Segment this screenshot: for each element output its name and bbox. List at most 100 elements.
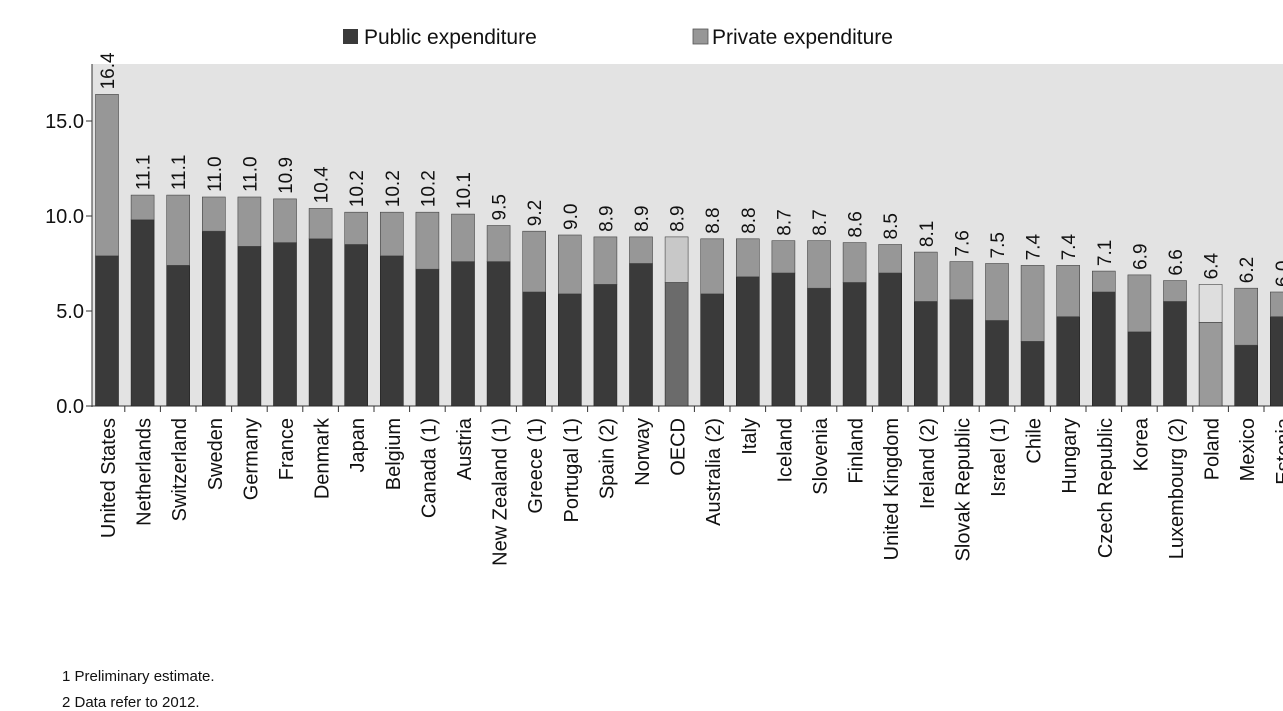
bar-private <box>1270 292 1283 317</box>
bar-private <box>167 195 190 265</box>
data-label: 10.1 <box>454 172 475 209</box>
bar-private <box>523 231 546 292</box>
data-label: 7.6 <box>952 230 973 256</box>
data-label: 7.1 <box>1095 240 1116 266</box>
bar-private <box>594 237 617 285</box>
bar-private <box>843 243 866 283</box>
legend-label-public: Public expenditure <box>364 26 537 49</box>
bar-private <box>736 239 759 277</box>
data-label: 10.2 <box>347 170 368 207</box>
x-tick-label: OECD <box>668 418 690 476</box>
bar-public <box>1199 322 1222 406</box>
x-tick-label: Belgium <box>383 418 405 490</box>
data-label: 7.4 <box>1024 234 1045 261</box>
data-label: 8.6 <box>846 211 867 237</box>
bar-public <box>772 273 795 406</box>
bar-private <box>772 241 795 273</box>
data-label: 8.9 <box>632 205 653 231</box>
bar-private <box>416 212 439 269</box>
bar-public <box>630 264 653 407</box>
bar-private <box>309 208 332 238</box>
bar-private <box>1235 288 1258 345</box>
legend-swatch-public <box>343 29 358 44</box>
x-tick-label: Austria <box>454 417 476 480</box>
data-label: 9.0 <box>561 204 582 230</box>
data-label: 6.0 <box>1273 261 1283 287</box>
bar-private <box>131 195 154 220</box>
legend-label-private: Private expenditure <box>712 26 893 49</box>
data-label: 8.9 <box>668 205 689 231</box>
data-label: 10.4 <box>312 166 333 203</box>
bar-public <box>131 220 154 406</box>
x-tick-label: Mexico <box>1237 418 1259 481</box>
data-label: 6.4 <box>1202 253 1223 280</box>
bar-private <box>950 262 973 300</box>
x-tick-label: Slovak Republic <box>952 418 974 561</box>
x-tick-label: Slovenia <box>810 417 832 495</box>
data-label: 8.8 <box>739 207 760 233</box>
x-tick-label: Australia (2) <box>703 418 725 526</box>
x-tick-label: Germany <box>240 418 262 500</box>
bar-public <box>986 321 1009 407</box>
bar-private <box>808 241 831 289</box>
bar-public <box>238 246 261 406</box>
bar-private <box>558 235 581 294</box>
x-tick-label: Finland <box>846 418 868 484</box>
data-label: 10.2 <box>418 170 439 207</box>
x-tick-label: France <box>276 418 298 480</box>
bar-public <box>843 283 866 407</box>
x-tick-label: Switzerland <box>169 418 191 521</box>
bar-public <box>202 231 225 406</box>
y-tick-label: 5.0 <box>56 301 84 323</box>
data-label: 7.5 <box>988 232 1009 258</box>
bar-public <box>274 243 297 406</box>
data-label: 11.1 <box>134 155 155 191</box>
bar-public <box>345 245 368 407</box>
data-label: 10.9 <box>276 157 297 194</box>
bar-private <box>345 212 368 244</box>
footnote-2: 2 Data refer to 2012. <box>62 694 200 711</box>
bar-private <box>701 239 724 294</box>
x-tick-label: Iceland <box>774 418 796 483</box>
x-tick-label: Italy <box>739 418 761 455</box>
bar-public <box>950 300 973 406</box>
data-label: 8.5 <box>881 213 902 239</box>
data-label: 6.2 <box>1237 257 1258 283</box>
bar-public <box>452 262 475 406</box>
x-tick-label: United Kingdom <box>881 418 903 560</box>
bar-public <box>1164 302 1187 407</box>
bar-private <box>1199 284 1222 322</box>
x-tick-label: Greece (1) <box>525 418 547 514</box>
bar-private <box>238 197 261 246</box>
x-tick-label: Denmark <box>312 417 334 499</box>
bar-public <box>701 294 724 406</box>
bar-private <box>630 237 653 264</box>
legend: Public expenditure Private expenditure <box>343 26 893 49</box>
bar-private <box>96 94 119 256</box>
bar-public <box>558 294 581 406</box>
bar-private <box>914 252 937 301</box>
data-label: 10.2 <box>383 170 404 207</box>
bar-private <box>487 226 510 262</box>
bar-public <box>416 269 439 406</box>
bar-private <box>202 197 225 231</box>
y-axis: 0.05.010.015.0 <box>45 64 92 418</box>
data-label: 7.4 <box>1059 234 1080 261</box>
bar-public <box>879 273 902 406</box>
bar-private <box>452 214 475 262</box>
data-label: 8.7 <box>810 209 831 235</box>
x-tick-label: Chile <box>1024 418 1046 464</box>
x-tick-label: Korea <box>1130 417 1152 471</box>
data-label: 9.2 <box>525 200 546 226</box>
bar-private <box>665 237 688 283</box>
bar-private <box>986 264 1009 321</box>
x-tick-label: Norway <box>632 418 654 486</box>
bar-private <box>1128 275 1151 332</box>
bar-public <box>380 256 403 406</box>
bar-public <box>167 265 190 406</box>
bar-private <box>274 199 297 243</box>
data-label: 6.9 <box>1130 243 1151 269</box>
bar-public <box>1057 317 1080 406</box>
